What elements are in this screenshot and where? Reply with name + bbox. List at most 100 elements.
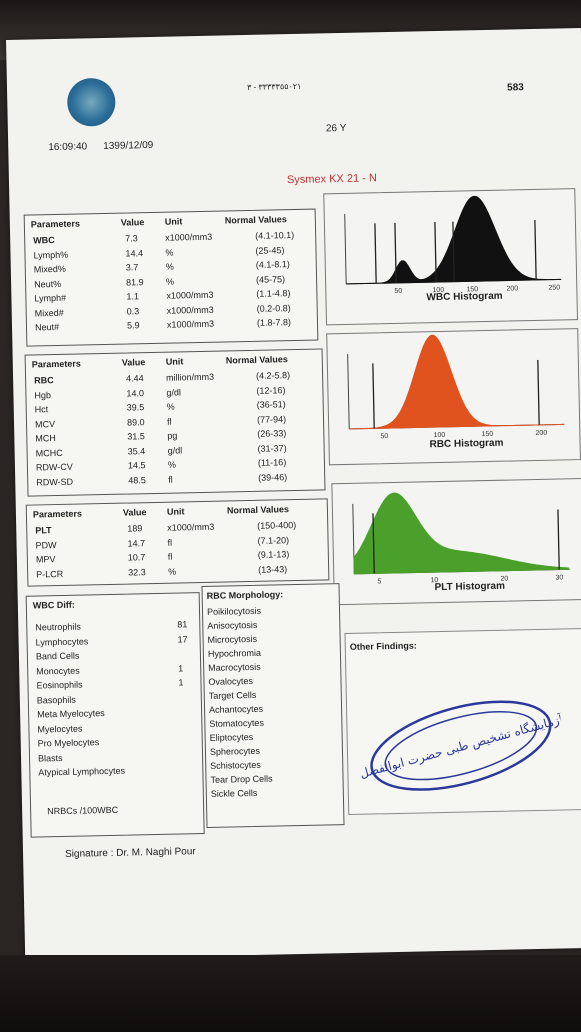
wbc-discriminator-1 [394, 222, 397, 283]
morph-spherocytes: Spherocytes [209, 745, 261, 757]
report-time: 16:09:40 [48, 141, 88, 154]
wbc-row-neut--unit: x1000/mm3 [166, 318, 215, 330]
page-number: 583 [507, 82, 524, 94]
rbc-tick-50: 50 [380, 433, 388, 440]
wbc-row-lymph--value: 14.4 [125, 247, 144, 259]
rbc-discriminator-0 [372, 363, 375, 429]
plt-histogram: 5 10 20 30 PLT Histogram [331, 478, 581, 606]
wbc-row-wbc-param: WBC [33, 235, 55, 246]
wbc-row-mixed--param: Mixed% [33, 263, 66, 275]
morph-stomatocytes: Stomatocytes [209, 717, 264, 729]
rbc-row-rbc-unit: million/mm3 [166, 371, 215, 383]
rbc-morphology-box: RBC Morphology: Poikilocytosis Anisocytos… [201, 583, 345, 828]
rbc-row-mcv-normal: (77-94) [256, 413, 287, 425]
rbc-row-mchc-normal: (31-37) [257, 442, 287, 454]
wbc-header-2: Unit [164, 216, 183, 227]
rbc-row-rdw-sd-normal: (39-46) [258, 471, 288, 483]
report-date: 1399/12/09 [103, 139, 154, 152]
wbc-discriminator-2 [434, 222, 437, 283]
diff-basophils-label: Basophils [36, 694, 76, 705]
rbc-row-hct-normal: (36-51) [256, 399, 286, 410]
morph-anisocytosis: Anisocytosis [207, 619, 258, 631]
plt-row-p-lcr-normal: (13-43) [258, 563, 288, 575]
header-phone: ٣٣٣٣٣٥٥٠٢١ - ٣ [246, 81, 302, 92]
wbc-tick-100: 100 [432, 287, 444, 294]
wbc-header-0: Parameters [30, 218, 81, 230]
rbc-row-rbc-param: RBC [34, 375, 54, 386]
lab-report-sheet: ٣٣٣٣٣٥٥٠٢١ - ٣ 583 16:09:40 1399/12/09 2… [6, 27, 581, 960]
rbc-row-mcv-unit: fl [166, 416, 172, 427]
background-bottom [0, 955, 581, 1032]
plt-tick-20: 20 [500, 576, 508, 583]
lab-stamp: آزمایشگاه تشخیص طبی حضرت ابوالفضل [360, 700, 562, 791]
wbc-discriminator-4 [534, 219, 537, 280]
diff-myelocytes-label: Myelocytes [37, 723, 83, 734]
plt-header-3: Normal Values [226, 504, 290, 516]
diff-meta-myelocytes-label: Meta Myelocytes [37, 708, 105, 720]
diff-blasts-label: Blasts [37, 752, 63, 763]
rbc-row-mcv-value: 89.0 [126, 416, 145, 428]
wbc-header-3: Normal Values [224, 214, 287, 226]
diff-lymphocytes-value: 17 [177, 633, 188, 645]
wbc-tick-200: 200 [506, 285, 518, 292]
rbc-row-rdw-cv-normal: (11-16) [257, 457, 287, 468]
wbc-row-lymph--unit: x1000/mm3 [166, 289, 214, 301]
rbc-header-0: Parameters [31, 358, 81, 370]
plt-header-0: Parameters [32, 508, 83, 520]
rbc-row-rdw-sd-value: 48.5 [128, 474, 146, 486]
wbc-row-neut--normal: (1.8-7.8) [256, 317, 292, 328]
lab-logo [66, 77, 116, 127]
rbc-row-rdw-cv-param: RDW-CV [35, 461, 73, 473]
wbc-row-lymph--normal: (1.1-4.8) [256, 288, 291, 299]
wbc-histogram-title: WBC Histogram [426, 290, 503, 304]
rbc-header-2: Unit [165, 356, 184, 367]
rbc-row-rdw-sd-param: RDW-SD [36, 476, 74, 487]
nrbc-label: NRBCs /100WBC [47, 804, 119, 817]
rbc-row-mcv-param: MCV [34, 418, 56, 429]
rbc-row-hgb-unit: g/dl [166, 386, 182, 398]
wbc-row-mixed--unit: x1000/mm3 [166, 304, 214, 316]
wbc-row-lymph--normal: (25-45) [255, 244, 285, 256]
wbc-header-1: Value [120, 217, 145, 228]
rbc-row-mchc-value: 35.4 [127, 445, 146, 457]
rbc-row-hct-unit: % [166, 401, 175, 412]
plt-row-plt-unit: x1000/mm3 [167, 521, 215, 533]
rbc-histogram: 50 100 150 200 RBC Histogram [326, 328, 581, 466]
plt-row-mpv-param: MPV [35, 554, 56, 565]
rbc-row-hgb-value: 14.0 [126, 387, 145, 399]
morph-target-cells: Target Cells [208, 689, 257, 701]
rbc-histogram-title: RBC Histogram [429, 437, 504, 451]
plt-parameters-box: Parameters Value Unit Normal Values PLT 189 x1… [25, 498, 330, 587]
diff-eosinophils-label: Eosinophils [36, 679, 83, 691]
morph-poikilocytosis: Poikilocytosis [206, 605, 262, 617]
plt-tick-5: 5 [377, 578, 381, 585]
wbc-row-mixed--value: 3.7 [125, 262, 139, 273]
rbc-tick-100: 100 [433, 432, 445, 439]
wbc-row-neut--param: Neut% [34, 278, 62, 289]
plt-row-pdw-unit: fl [167, 537, 173, 548]
diff-band-cells-label: Band Cells [35, 650, 80, 662]
rbc-row-mchc-param: MCHC [35, 447, 63, 458]
plt-histogram-title: PLT Histogram [434, 580, 506, 594]
rbc-header-1: Value [121, 357, 146, 368]
rbc-tick-200: 200 [535, 430, 547, 437]
morph-macrocytosis: Macrocytosis [208, 661, 261, 673]
diff-atypical-lymphocytes-label: Atypical Lymphocytes [38, 765, 126, 778]
plt-row-pdw-normal: (7.1-20) [257, 534, 290, 546]
rbc-row-mch-unit: pg [167, 430, 178, 441]
plt-row-p-lcr-unit: % [168, 566, 177, 577]
rbc-row-mch-param: MCH [35, 433, 56, 444]
rbc-tick-150: 150 [481, 431, 493, 438]
diff-neutrophils-value: 81 [177, 619, 188, 630]
wbc-row-wbc-value: 7.3 [125, 233, 138, 244]
wbc-row-mixed--normal: (0.2-0.8) [256, 302, 291, 314]
plt-row-plt-param: PLT [35, 525, 52, 536]
rbc-discriminator-1 [537, 359, 540, 425]
wbc-discriminator-0 [374, 223, 377, 284]
rbc-row-rbc-normal: (4.2-5.8) [255, 370, 291, 381]
rbc-parameters-box: Parameters Value Unit Normal Values RBC 4.44 m… [24, 348, 326, 497]
plt-tick-10: 10 [430, 577, 438, 584]
wbc-row-neut--unit: % [165, 276, 175, 287]
wbc-row-wbc-unit: x1000/mm3 [165, 231, 213, 243]
rbc-row-rdw-sd-unit: fl [168, 474, 173, 485]
